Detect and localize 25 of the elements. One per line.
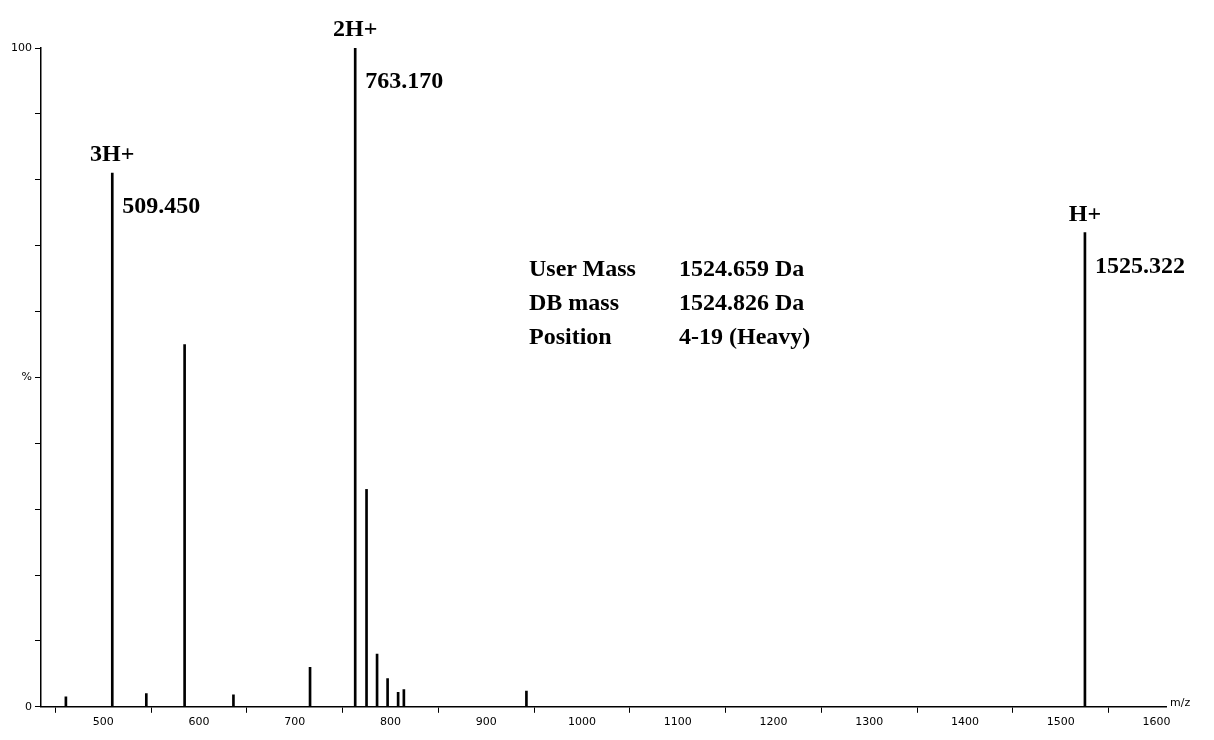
x-tick-label: 1200: [759, 715, 788, 729]
x-tick-label: 1000: [567, 715, 596, 729]
annotation: 2H+: [333, 15, 378, 42]
x-axis-title: m/z: [1170, 695, 1191, 709]
y-tick-label: 100: [11, 40, 32, 54]
text: User Mass 1524.659 Da: [529, 255, 805, 282]
text: DB mass 1524.826 Da: [529, 289, 805, 316]
y-tick-label: 0: [25, 699, 32, 713]
x-tick-label: 1300: [855, 715, 884, 729]
annotation: 1525.322: [1094, 251, 1185, 278]
x-tick-label: 800: [379, 715, 401, 729]
annotation: 763.170: [365, 67, 444, 94]
annotation: H+: [1068, 199, 1102, 226]
x-tick-label: 1400: [950, 715, 979, 729]
annotation: 509.450: [122, 192, 201, 219]
text: Position 4-19 (Heavy): [529, 323, 811, 350]
annotation: 3H+: [90, 140, 135, 167]
x-tick-label: 1600: [1142, 715, 1171, 729]
x-tick-label: 1500: [1046, 715, 1075, 729]
y-tick-label: %: [21, 370, 32, 384]
x-tick-label: 1100: [663, 715, 692, 729]
x-tick-label: 700: [284, 715, 306, 729]
x-tick-label: 900: [475, 715, 497, 729]
x-tick-label: 500: [92, 715, 114, 729]
x-tick-label: 600: [188, 715, 210, 729]
